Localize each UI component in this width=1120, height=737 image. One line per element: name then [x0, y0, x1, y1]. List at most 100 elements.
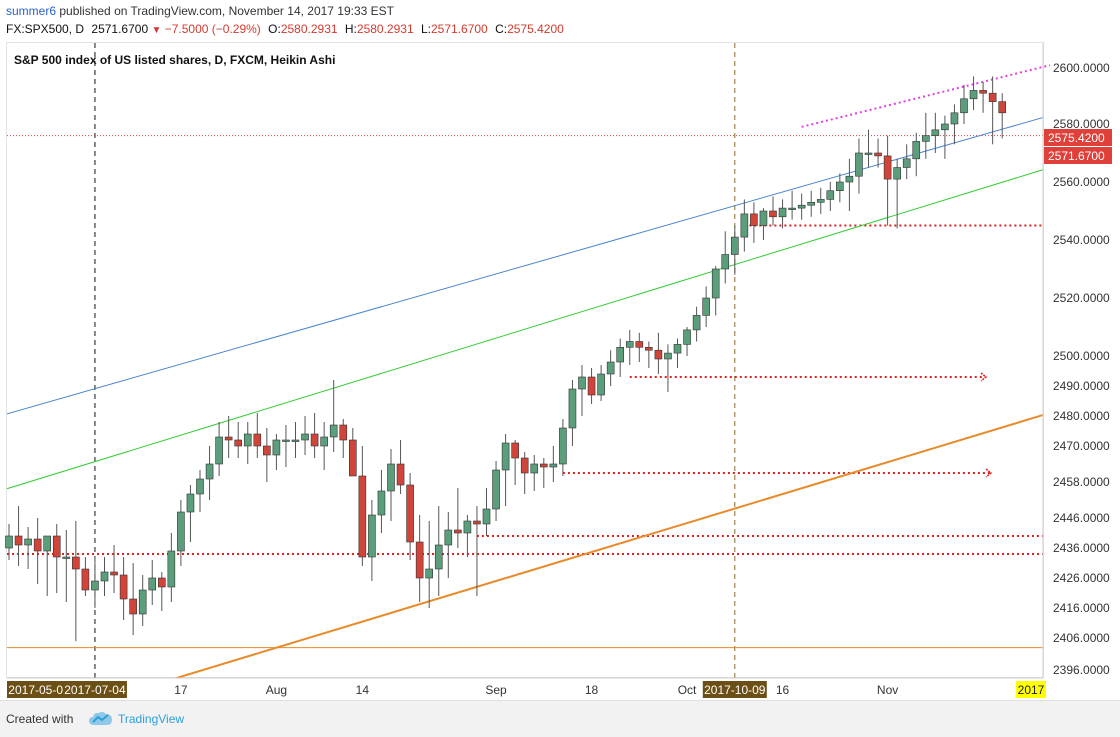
- candle-body[interactable]: [110, 571, 118, 576]
- candle-body[interactable]: [750, 213, 758, 226]
- candle-body[interactable]: [14, 535, 23, 546]
- candle-body[interactable]: [893, 167, 901, 180]
- candle-body[interactable]: [425, 568, 434, 579]
- candle-body[interactable]: [368, 514, 376, 558]
- candle-body[interactable]: [186, 493, 195, 513]
- candle-body[interactable]: [597, 373, 605, 396]
- candle-body[interactable]: [606, 361, 615, 375]
- candle-body[interactable]: [559, 427, 567, 465]
- candle-body[interactable]: [473, 520, 481, 525]
- candle-body[interactable]: [941, 123, 949, 131]
- candle-body[interactable]: [740, 213, 749, 238]
- candle-body[interactable]: [396, 463, 405, 486]
- candle-body[interactable]: [587, 376, 596, 396]
- candle-body[interactable]: [788, 207, 796, 210]
- candle-body[interactable]: [625, 341, 634, 348]
- candle-body[interactable]: [578, 376, 586, 390]
- author-link[interactable]: summer6: [6, 4, 57, 18]
- candle-body[interactable]: [635, 341, 644, 348]
- candle-body[interactable]: [158, 577, 166, 588]
- candle-body[interactable]: [215, 436, 223, 465]
- candle-body[interactable]: [263, 445, 271, 456]
- candle-body[interactable]: [960, 98, 968, 114]
- candle-body[interactable]: [501, 442, 510, 471]
- candle-body[interactable]: [864, 152, 873, 155]
- candle-body[interactable]: [406, 484, 414, 543]
- candle-body[interactable]: [807, 202, 816, 206]
- candle-body[interactable]: [454, 529, 462, 534]
- candle-body[interactable]: [482, 508, 491, 525]
- candle-body[interactable]: [549, 463, 558, 468]
- tradingview-link[interactable]: TradingView: [118, 712, 185, 726]
- candle-body[interactable]: [339, 424, 348, 441]
- candle-body[interactable]: [43, 535, 52, 552]
- candle-body[interactable]: [415, 541, 424, 579]
- tradingview-cloud-icon[interactable]: [88, 711, 114, 732]
- candle-body[interactable]: [177, 511, 185, 552]
- candle-body[interactable]: [874, 152, 882, 157]
- candle-body[interactable]: [329, 424, 338, 438]
- candle-body[interactable]: [539, 463, 548, 468]
- candle-body[interactable]: [492, 469, 500, 510]
- candle-body[interactable]: [902, 158, 911, 168]
- candle-body[interactable]: [568, 388, 577, 429]
- candle-body[interactable]: [759, 210, 768, 226]
- candle-body[interactable]: [444, 529, 453, 546]
- candle-body[interactable]: [205, 463, 214, 480]
- candle-body[interactable]: [969, 90, 978, 100]
- candle-body[interactable]: [148, 577, 157, 591]
- candle-body[interactable]: [654, 349, 663, 360]
- candle-body[interactable]: [520, 457, 529, 474]
- candle-body[interactable]: [24, 538, 32, 546]
- candle-body[interactable]: [196, 478, 204, 495]
- candle-body[interactable]: [282, 439, 290, 442]
- candle-body[interactable]: [950, 112, 959, 125]
- candle-body[interactable]: [836, 181, 844, 191]
- candle-body[interactable]: [272, 439, 281, 456]
- candle-body[interactable]: [979, 90, 987, 94]
- candle-body[interactable]: [721, 254, 730, 270]
- candle-body[interactable]: [167, 550, 176, 588]
- candle-body[interactable]: [826, 190, 835, 200]
- candle-body[interactable]: [645, 346, 653, 351]
- candle-body[interactable]: [81, 568, 90, 591]
- candle-body[interactable]: [931, 129, 940, 136]
- candle-body[interactable]: [100, 571, 109, 582]
- candle-body[interactable]: [253, 433, 262, 447]
- candle-body[interactable]: [119, 574, 128, 600]
- candle-body[interactable]: [52, 535, 61, 558]
- candle-body[interactable]: [434, 544, 443, 570]
- candle-body[interactable]: [616, 346, 625, 363]
- candle-body[interactable]: [243, 433, 252, 447]
- candle-body[interactable]: [310, 433, 319, 447]
- candle-body[interactable]: [301, 433, 309, 441]
- candle-body[interactable]: [730, 236, 739, 255]
- candle-body[interactable]: [845, 175, 854, 183]
- candle-body[interactable]: [138, 589, 147, 615]
- candle-body[interactable]: [998, 101, 1007, 114]
- candle-body[interactable]: [883, 155, 892, 180]
- candle-body[interactable]: [797, 204, 806, 209]
- candle-body[interactable]: [463, 520, 472, 534]
- candle-body[interactable]: [320, 436, 328, 447]
- candle-body[interactable]: [33, 538, 42, 552]
- candle-body[interactable]: [348, 439, 357, 477]
- candle-body[interactable]: [769, 210, 777, 218]
- price-chart[interactable]: 2600.0000 2580.0000 2560.0000 2540.0000 2520…: [0, 0, 1120, 700]
- candle-body[interactable]: [129, 598, 137, 615]
- candle-body[interactable]: [358, 475, 367, 558]
- candle-body[interactable]: [291, 439, 300, 442]
- candle-body[interactable]: [912, 141, 921, 160]
- candle-body[interactable]: [988, 92, 997, 102]
- candle-body[interactable]: [816, 199, 825, 203]
- candle-body[interactable]: [62, 556, 71, 559]
- candle-body[interactable]: [711, 268, 720, 299]
- candle-body[interactable]: [673, 344, 682, 354]
- candle-body[interactable]: [683, 329, 691, 345]
- candle-body[interactable]: [91, 580, 99, 591]
- candle-body[interactable]: [5, 535, 13, 549]
- candle-body[interactable]: [224, 436, 233, 441]
- candle-body[interactable]: [778, 207, 787, 218]
- candle-body[interactable]: [234, 439, 242, 447]
- candle-body[interactable]: [530, 463, 539, 474]
